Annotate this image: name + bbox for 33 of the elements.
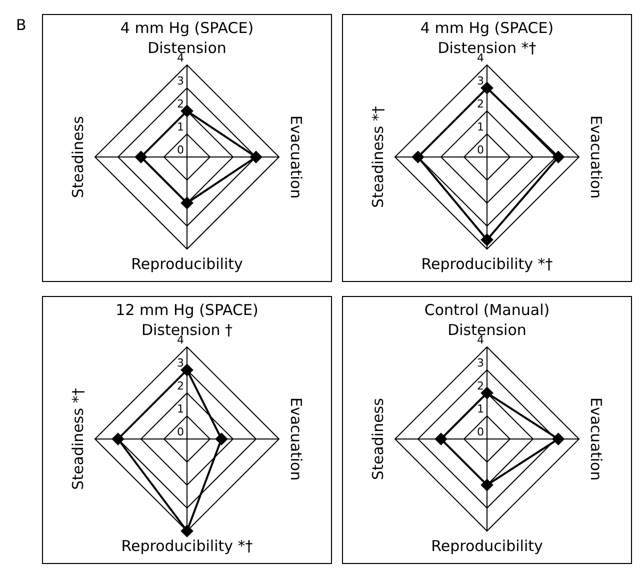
chart-title: Control (Manual)	[423, 300, 551, 321]
y-tick-label: 0	[477, 425, 484, 438]
text: B	[16, 16, 26, 34]
spoke-label: Steadiness	[368, 398, 387, 480]
chart-title: 4 mm Hg (SPACE)	[419, 18, 555, 39]
y-tick-label: 2	[477, 97, 484, 110]
spoke-label: Steadiness	[68, 116, 87, 198]
y-tick-label: 0	[177, 143, 184, 156]
spoke-label: Evacuation	[587, 397, 606, 481]
y-tick-label: 3	[177, 74, 184, 88]
y-tick-label: 0	[177, 425, 184, 438]
chart-title: 4 mm Hg (SPACE)	[119, 18, 255, 39]
y-tick-label: 3	[477, 74, 484, 88]
y-tick-label: 2	[177, 379, 184, 392]
spoke-label: Steadiness *†	[368, 106, 387, 208]
y-tick-label: 1	[177, 120, 184, 134]
y-tick-label: 1	[477, 120, 484, 134]
y-tick-label: 1	[477, 402, 484, 416]
y-tick-label: 3	[177, 356, 184, 370]
spoke-label: Reproducibility	[431, 536, 543, 555]
spoke-label: Reproducibility	[131, 254, 243, 273]
y-tick-label: 2	[177, 97, 184, 110]
y-tick-label: 3	[477, 356, 484, 370]
spoke-label: Evacuation	[587, 115, 606, 199]
chart-title: 12 mm Hg (SPACE)	[114, 300, 260, 321]
spoke-label: Evacuation	[287, 115, 306, 199]
spoke-label: Evacuation	[287, 397, 306, 481]
y-tick-label: 0	[477, 143, 484, 156]
spoke-label: Steadiness *†	[68, 388, 87, 490]
spoke-label: Reproducibility *†	[121, 536, 254, 555]
y-tick-label: 1	[177, 402, 184, 416]
y-tick-label: 2	[477, 379, 484, 392]
spoke-label: Reproducibility *†	[421, 254, 554, 273]
